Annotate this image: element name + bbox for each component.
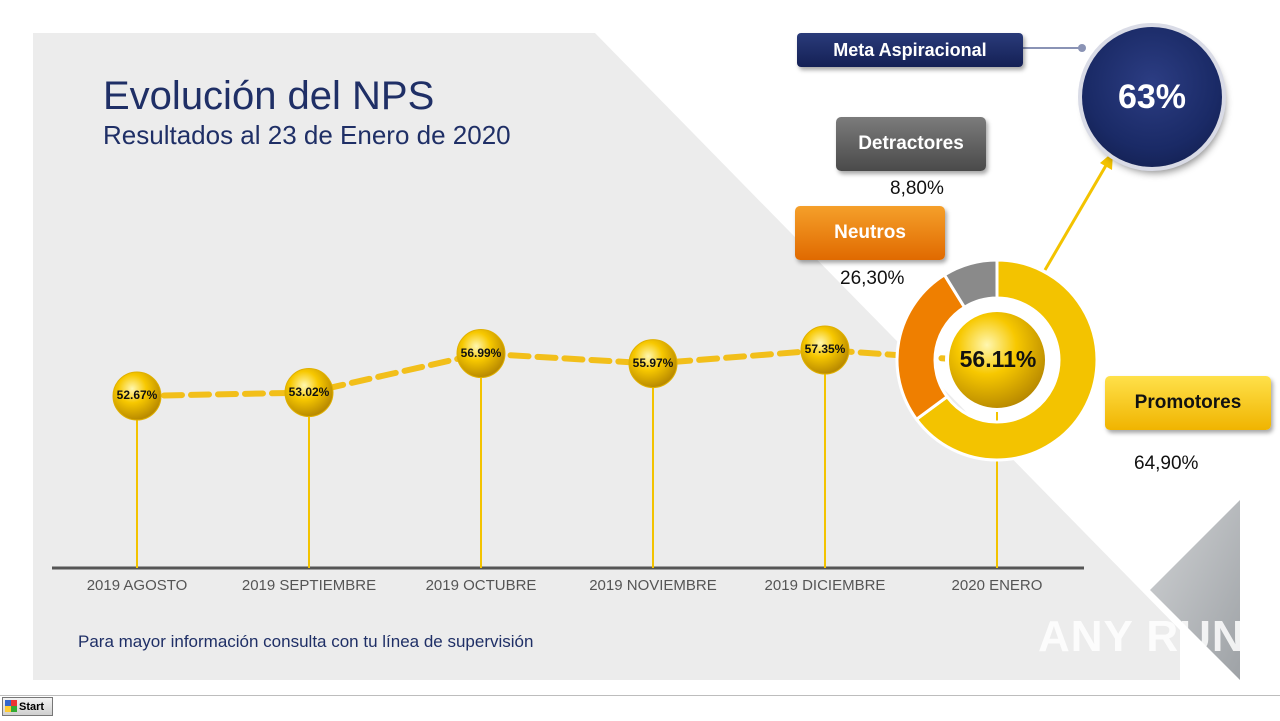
x-tick-label-0: 2019 AGOSTO <box>86 577 188 594</box>
x-tick-label-4: 2019 DICIEMBRE <box>764 577 886 594</box>
data-label-0: 52.67% <box>116 388 158 402</box>
neutros-value: 26,30% <box>840 268 905 289</box>
data-point-2 <box>456 329 506 379</box>
nps-trend-line <box>134 346 1000 399</box>
x-tick-label-3: 2019 NOVIEMBRE <box>589 577 717 594</box>
detractores-label: Detractores <box>836 117 986 171</box>
corner-triangle <box>1150 500 1240 680</box>
windows-logo-icon <box>5 700 17 712</box>
x-tick-label-5: 2020 ENERO <box>951 577 1043 594</box>
x-tick-label-1: 2019 SEPTIEMBRE <box>241 577 377 594</box>
detractores-value: 8,80% <box>890 178 944 199</box>
footer-note: Para mayor información consulta con tu l… <box>78 632 534 651</box>
start-button[interactable]: Start <box>2 697 53 716</box>
data-label-1: 53.02% <box>288 384 330 399</box>
nps-donut-chart <box>895 258 1099 462</box>
data-label-4: 57.35% <box>804 342 846 356</box>
page-title: Evolución del NPS <box>103 74 435 118</box>
data-point-4 <box>800 325 850 375</box>
gray-panel <box>33 33 1180 680</box>
goal-label: Meta Aspiracional <box>797 33 1023 67</box>
goal-arrow <box>1043 152 1113 271</box>
start-button-label: Start <box>19 701 45 713</box>
page-subtitle: Resultados al 23 de Enero de 2020 <box>103 120 511 150</box>
promotores-value: 64,90% <box>1134 453 1199 474</box>
donut-slice-promotores <box>914 258 1099 462</box>
x-tick-label-2: 2019 OCTUBRE <box>425 577 537 594</box>
data-label-2: 56.99% <box>460 345 502 360</box>
data-label-3: 55.97% <box>632 355 674 370</box>
data-point-3 <box>628 339 678 389</box>
donut-center <box>945 308 1049 412</box>
taskbar <box>0 695 1280 721</box>
promotores-label: Promotores <box>1105 376 1271 430</box>
donut-slice-detractores <box>942 258 999 310</box>
goal-connector <box>1022 44 1086 52</box>
data-point-0 <box>112 371 162 421</box>
donut-center-value: 56.11% <box>959 346 1037 372</box>
nps-line-chart <box>112 325 1000 568</box>
watermark: ANY RUN <box>1038 612 1245 661</box>
neutros-label: Neutros <box>795 206 945 260</box>
data-point-1 <box>284 368 334 418</box>
goal-value-badge: 63% <box>1082 27 1222 167</box>
